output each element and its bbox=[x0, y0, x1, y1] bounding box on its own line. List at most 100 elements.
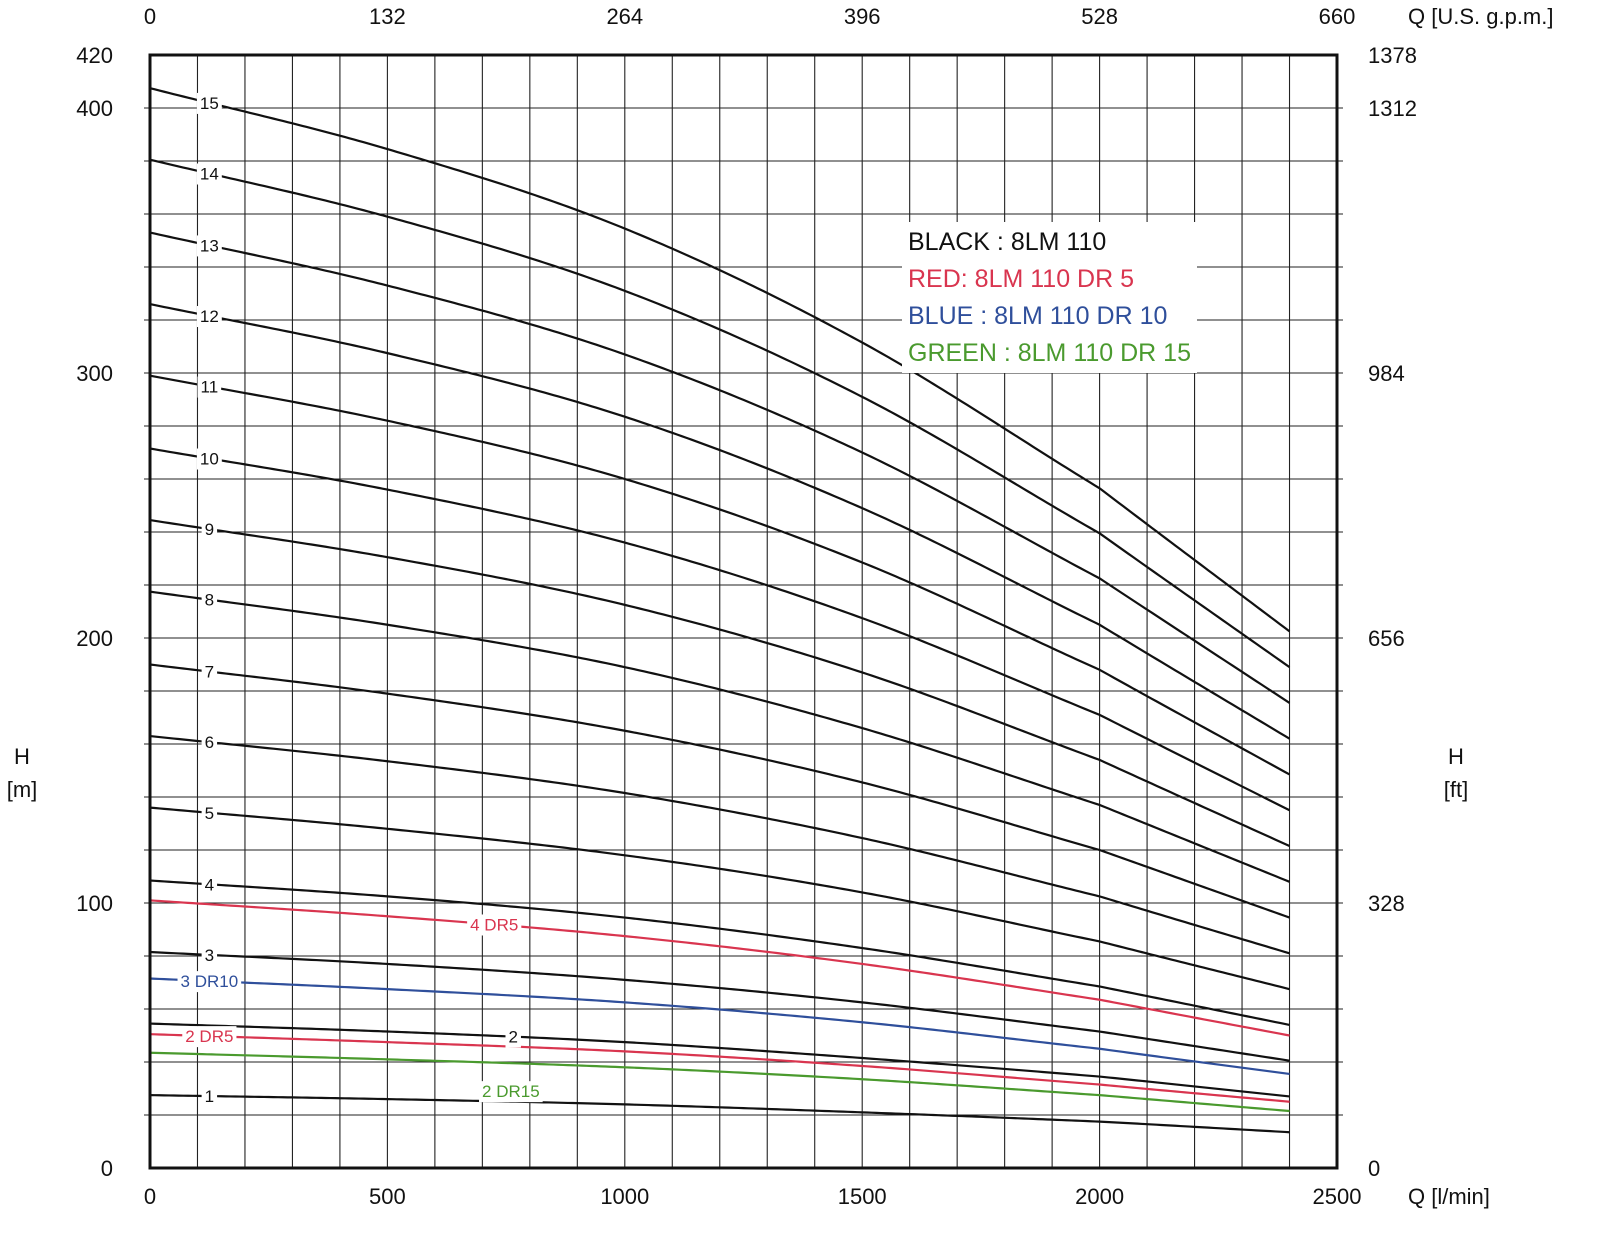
curve-6 bbox=[149, 734, 1290, 955]
curve-8 bbox=[149, 590, 1290, 883]
x-top-axis-label: Q [U.S. g.p.m.] bbox=[1408, 4, 1553, 29]
legend-entry: BLUE : 8LM 110 DR 10 bbox=[908, 302, 1167, 330]
curve-5 bbox=[149, 806, 1290, 991]
y-left-tick-label: 420 bbox=[76, 43, 113, 68]
curve-label: 1 bbox=[205, 1087, 214, 1106]
curve-label-background bbox=[196, 235, 222, 257]
curve-label-group: 3 DR10 bbox=[177, 971, 242, 993]
y-right-tick-label: 1378 bbox=[1368, 43, 1417, 68]
curve-label-background bbox=[505, 1026, 521, 1048]
curve-3-dr10 bbox=[149, 977, 1290, 1076]
curve-11 bbox=[149, 374, 1291, 776]
x-top-tick-label: 660 bbox=[1319, 4, 1356, 29]
legend-entry: GREEN : 8LM 110 DR 15 bbox=[908, 339, 1191, 367]
curve-label: 10 bbox=[200, 450, 219, 469]
curve-label: 2 bbox=[508, 1028, 517, 1047]
curve-label-group: 15 bbox=[196, 92, 222, 114]
curve-12 bbox=[149, 303, 1291, 740]
curve-label-background bbox=[201, 732, 218, 754]
curve-15 bbox=[149, 87, 1291, 633]
curve-2-dr5 bbox=[149, 1033, 1290, 1103]
curve-label-group: 3 bbox=[201, 944, 218, 966]
x-top-tick-label: 396 bbox=[844, 4, 881, 29]
y-left-axis-label: H bbox=[14, 744, 30, 769]
y-right-tick-label: 656 bbox=[1368, 626, 1405, 651]
y-left-tick-label: 200 bbox=[76, 626, 113, 651]
x-top-tick-label: 528 bbox=[1081, 4, 1118, 29]
curve-label-background bbox=[201, 661, 218, 683]
curve-label-group: 9 bbox=[201, 519, 218, 541]
curve-label-group: 12 bbox=[196, 306, 222, 328]
curve-label-group: 10 bbox=[196, 448, 222, 470]
x-bottom-axis-label: Q [l/min] bbox=[1408, 1184, 1490, 1209]
legend-background bbox=[902, 222, 1197, 373]
x-bottom-tick-label: 1000 bbox=[600, 1184, 649, 1209]
curve-label-background bbox=[196, 306, 222, 328]
curve-label-group: 6 bbox=[201, 732, 218, 754]
curve-2-dr15 bbox=[149, 1051, 1290, 1113]
y-left-tick-label: 300 bbox=[76, 361, 113, 386]
curves bbox=[149, 87, 1291, 1134]
x-top-tick-label: 264 bbox=[606, 4, 643, 29]
curve-label-group: 5 bbox=[201, 802, 218, 824]
y-right-tick-label: 0 bbox=[1368, 1156, 1380, 1181]
curve-label: 14 bbox=[200, 165, 219, 184]
y-left-tick-label: 400 bbox=[76, 96, 113, 121]
curve-3 bbox=[149, 950, 1290, 1062]
curve-label: 11 bbox=[201, 378, 219, 397]
curve-label-background bbox=[201, 944, 218, 966]
curve-label-background bbox=[467, 914, 522, 936]
curve-label: 9 bbox=[205, 520, 214, 539]
curve-label-background bbox=[479, 1081, 543, 1103]
curve-1 bbox=[149, 1094, 1290, 1134]
curve-label: 6 bbox=[205, 733, 214, 752]
curve-4-dr5 bbox=[149, 899, 1290, 1037]
curve-label-background bbox=[201, 589, 218, 611]
x-bottom-tick-label: 2000 bbox=[1075, 1184, 1124, 1209]
curve-label-background bbox=[201, 802, 218, 824]
curve-label-group: 2 bbox=[505, 1026, 521, 1048]
x-bottom-tick-label: 0 bbox=[144, 1184, 156, 1209]
legend: BLACK : 8LM 110 RED: 8LM 110 DR 5 BLUE : 8… bbox=[902, 222, 1197, 373]
grid-lines bbox=[144, 55, 1343, 1168]
axis-titles: Q [l/min] Q [U.S. g.p.m.] H [m] H [ft] bbox=[7, 4, 1554, 1209]
curve-4 bbox=[149, 879, 1290, 1026]
curve-label: 12 bbox=[200, 307, 219, 326]
x-bottom-tick-label: 2500 bbox=[1313, 1184, 1362, 1209]
y-left-tick-label: 0 bbox=[101, 1156, 113, 1181]
x-bottom-tick-label: 500 bbox=[369, 1184, 406, 1209]
curve-label: 4 bbox=[205, 875, 214, 894]
legend-entry: BLACK : 8LM 110 bbox=[908, 228, 1106, 256]
curve-label-group: 11 bbox=[197, 376, 222, 398]
curve-9 bbox=[149, 518, 1290, 848]
legend-entry: RED: 8LM 110 DR 5 bbox=[908, 265, 1134, 293]
curve-label: 3 bbox=[205, 946, 214, 965]
curve-label: 13 bbox=[200, 236, 219, 255]
y-right-axis-label: H bbox=[1448, 744, 1464, 769]
curve-14 bbox=[149, 158, 1291, 669]
curve-label-background bbox=[196, 163, 222, 185]
y-right-tick-label: 1312 bbox=[1368, 96, 1417, 121]
curve-label-background bbox=[196, 448, 222, 470]
curve-label-background bbox=[201, 1086, 218, 1108]
curve-label-group: 8 bbox=[201, 589, 218, 611]
y-left-axis-unit: [m] bbox=[7, 777, 38, 802]
plot-frame bbox=[148, 53, 1339, 1170]
x-top-tick-label: 0 bbox=[144, 4, 156, 29]
curve-label-group: 13 bbox=[196, 235, 222, 257]
curve-2 bbox=[149, 1022, 1290, 1098]
curve-label-background bbox=[196, 92, 222, 114]
curve-label-background bbox=[197, 376, 222, 398]
curve-label: 8 bbox=[205, 591, 214, 610]
curve-label-group: 7 bbox=[201, 661, 218, 683]
y-right-tick-label: 328 bbox=[1368, 891, 1405, 916]
y-left-tick-label: 100 bbox=[76, 891, 113, 916]
curve-13 bbox=[149, 231, 1291, 704]
curve-label: 4 DR5 bbox=[470, 915, 518, 934]
curve-10 bbox=[149, 447, 1291, 812]
curve-label: 3 DR10 bbox=[181, 972, 239, 991]
curve-label: 5 bbox=[205, 804, 214, 823]
